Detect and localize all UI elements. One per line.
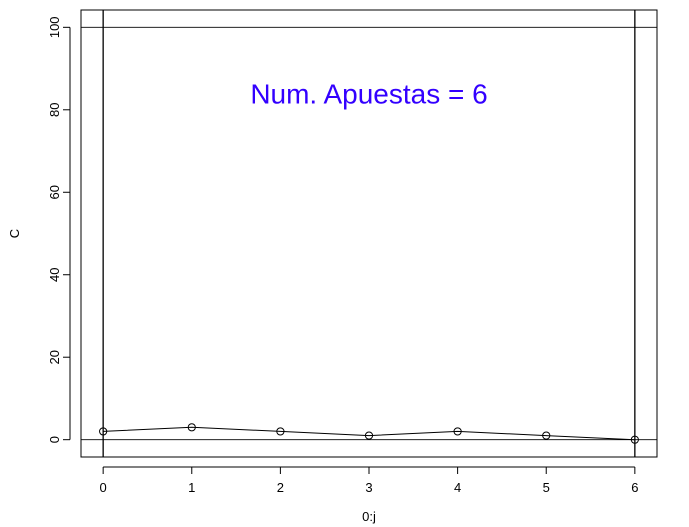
- y-axis-label: C: [7, 229, 22, 238]
- data-point: [276, 427, 285, 436]
- x-tick-label: 6: [631, 480, 638, 495]
- series: [99, 423, 639, 444]
- reference-lines: [81, 10, 657, 457]
- y-tick-label: 80: [47, 103, 62, 117]
- x-tick-label: 1: [188, 480, 195, 495]
- y-tick-label: 100: [47, 16, 62, 38]
- y-axis: 0 20 40 60 80 100: [47, 16, 71, 443]
- y-tick-label: 0: [47, 436, 62, 443]
- data-point: [364, 431, 374, 440]
- annotation-text: Num. Apuestas = 6: [250, 78, 487, 109]
- x-tick-label: 5: [543, 480, 550, 495]
- x-tick-label: 3: [365, 480, 372, 495]
- y-tick-label: 20: [47, 350, 62, 364]
- x-tick-label: 2: [277, 480, 284, 495]
- y-tick-label: 60: [47, 185, 62, 199]
- data-point: [630, 435, 639, 444]
- x-tick-label: 0: [100, 480, 107, 495]
- data-point: [187, 423, 196, 432]
- data-point: [99, 427, 108, 436]
- series-line: [103, 426, 635, 441]
- x-tick-label: 4: [454, 480, 461, 495]
- data-point: [453, 427, 462, 436]
- plot-frame: [80, 9, 658, 458]
- x-axis: 0 1 2 3 4 5 6: [100, 466, 638, 495]
- data-point: [542, 431, 551, 440]
- y-tick-label: 40: [47, 268, 62, 282]
- x-axis-label: 0:j: [362, 509, 376, 524]
